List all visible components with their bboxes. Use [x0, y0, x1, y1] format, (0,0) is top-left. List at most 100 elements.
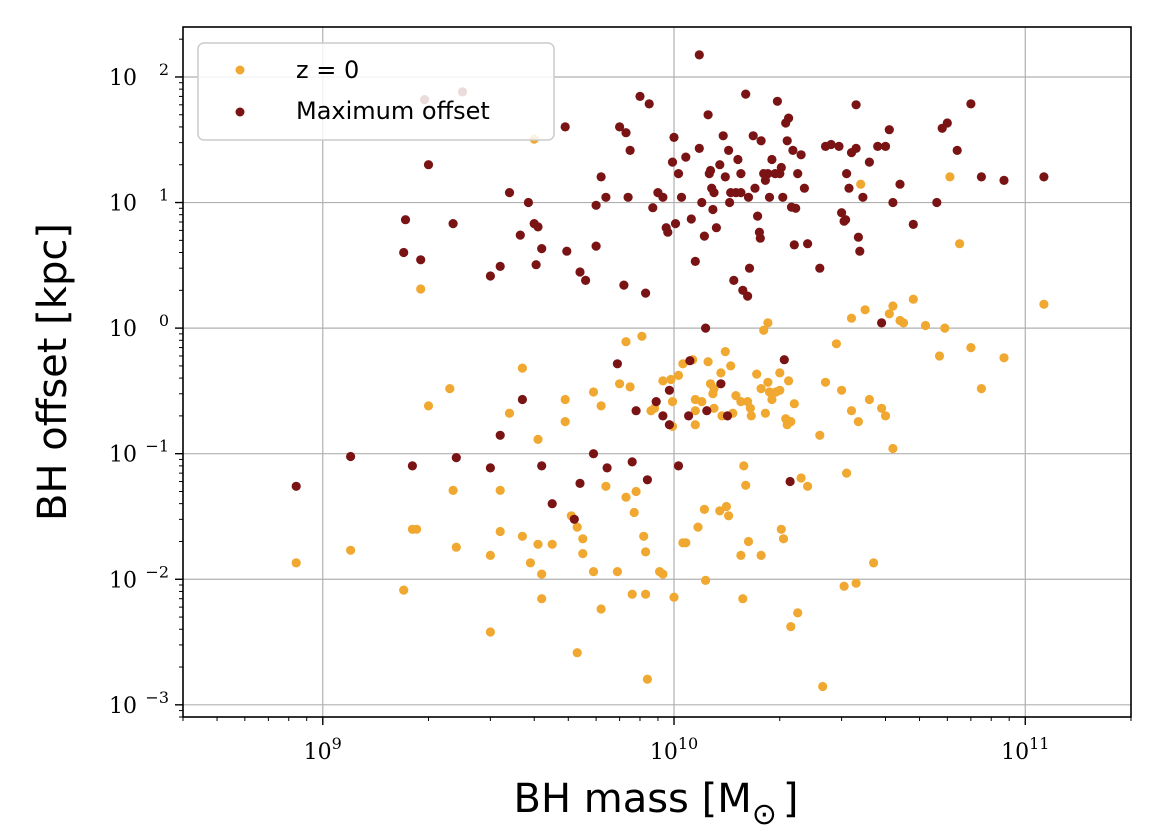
data-point: [346, 451, 356, 462]
data-point: [619, 280, 629, 290]
data-point: [658, 569, 668, 579]
data-point: [908, 294, 918, 304]
data-point: [684, 411, 694, 421]
data-point: [803, 239, 813, 249]
data-point: [895, 179, 905, 189]
data-point: [495, 485, 505, 495]
data-point: [705, 165, 716, 176]
data-point: [952, 145, 962, 155]
data-point: [642, 674, 653, 684]
legend: z = 0 Maximum offset: [197, 42, 555, 141]
data-point: [591, 241, 601, 251]
data-point: [818, 681, 828, 692]
data-point: [709, 188, 719, 198]
data-point: [533, 434, 543, 444]
data-point: [596, 172, 606, 182]
data-point: [753, 211, 763, 221]
data-point: [976, 172, 987, 182]
data-point: [851, 143, 861, 153]
data-point: [724, 511, 734, 521]
data-point: [756, 136, 766, 146]
data-point: [920, 320, 931, 331]
data-point: [690, 420, 700, 430]
data-point: [697, 197, 707, 208]
data-point: [855, 246, 865, 256]
data-point: [703, 357, 713, 367]
data-point: [748, 131, 758, 141]
data-point: [715, 506, 725, 516]
data-point: [639, 531, 649, 541]
data-point: [837, 208, 847, 218]
data-point: [517, 394, 528, 405]
data-point: [699, 231, 710, 241]
data-point: [853, 232, 864, 242]
data-point: [720, 347, 730, 357]
data-point: [789, 240, 799, 250]
data-point: [504, 188, 515, 198]
grid-lines: [183, 27, 1131, 717]
data-point: [602, 463, 612, 473]
data-point: [873, 141, 883, 151]
data-point: [485, 627, 495, 637]
data-point: [786, 417, 796, 427]
data-point: [627, 457, 637, 467]
data-point: [880, 411, 891, 421]
data-point: [676, 192, 687, 202]
data-point: [615, 379, 625, 389]
data-point: [495, 261, 505, 271]
data-point: [445, 384, 455, 394]
data-point: [560, 417, 570, 427]
legend-marker-maximum-offset: [235, 107, 245, 117]
data-point: [694, 143, 704, 153]
data-point: [416, 284, 426, 294]
data-point: [515, 230, 525, 240]
data-point: [743, 536, 754, 547]
data-point: [533, 539, 543, 549]
data-point: [629, 507, 639, 518]
data-point: [572, 522, 582, 532]
data-point: [588, 567, 599, 577]
data-point: [793, 608, 803, 618]
data-point: [596, 401, 606, 411]
data-point: [942, 118, 952, 128]
data-point: [720, 172, 730, 182]
data-point: [839, 581, 849, 591]
data-point: [750, 183, 760, 193]
data-point: [799, 183, 810, 193]
data-point: [621, 337, 631, 347]
data-point: [999, 175, 1009, 185]
data-point: [685, 356, 695, 366]
y-tick-label: 10 2: [109, 60, 169, 91]
data-point: [764, 192, 775, 202]
data-point: [412, 524, 422, 534]
data-point: [673, 370, 684, 380]
data-point: [601, 481, 611, 491]
data-point: [715, 160, 725, 170]
data-point: [721, 501, 732, 512]
data-point: [451, 453, 461, 463]
data-point: [537, 244, 547, 254]
data-point: [888, 443, 898, 454]
data-point: [784, 376, 794, 386]
data-point: [699, 504, 710, 514]
data-point: [860, 305, 870, 315]
data-point: [786, 622, 796, 632]
data-point: [673, 169, 684, 179]
data-point: [869, 558, 879, 568]
data-point: [669, 132, 679, 142]
data-point: [776, 162, 786, 173]
data-point: [733, 154, 743, 165]
data-point: [575, 267, 585, 277]
data-point: [864, 394, 875, 405]
data-point: [625, 145, 635, 155]
data-point: [291, 558, 301, 568]
x-tick-label: 109: [304, 734, 342, 765]
legend-label-maximum-offset: Maximum offset: [296, 97, 490, 125]
data-point: [641, 547, 651, 557]
data-point: [578, 534, 588, 544]
data-point: [764, 387, 775, 397]
data-point: [858, 192, 868, 202]
data-point: [877, 403, 887, 413]
data-point: [815, 430, 825, 440]
